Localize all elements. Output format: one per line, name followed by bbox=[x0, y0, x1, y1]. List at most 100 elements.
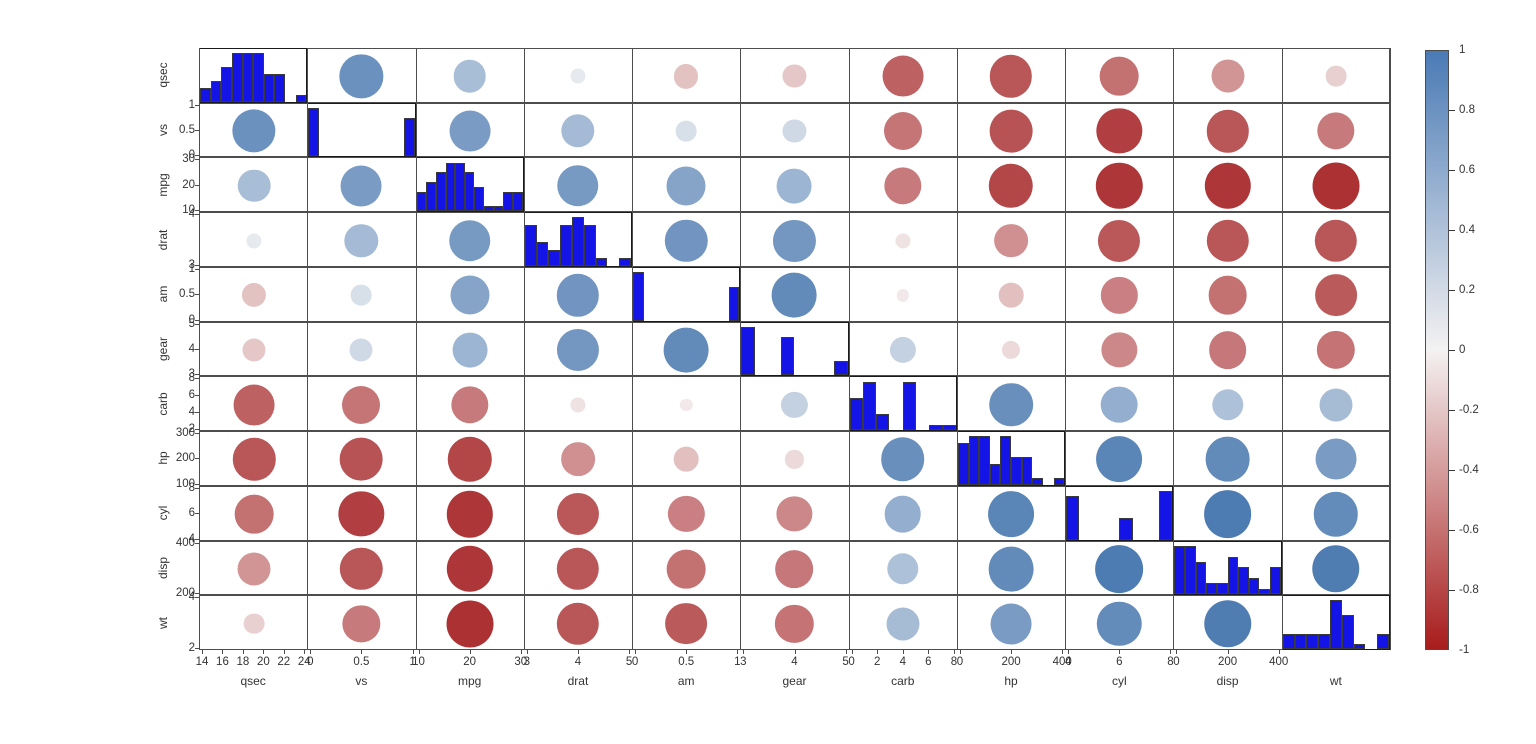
x-tick-mark bbox=[928, 650, 929, 654]
colorbar-tick-mark bbox=[1449, 350, 1455, 351]
correlation-bubble bbox=[665, 602, 708, 645]
correlation-cell-mpg-vs bbox=[307, 157, 416, 213]
correlation-cell-cyl-drat bbox=[523, 485, 633, 541]
x-axis-label-mpg: mpg bbox=[458, 674, 482, 688]
histogram-bar bbox=[548, 249, 561, 266]
x-tick-label: 400 bbox=[1269, 656, 1289, 668]
x-tick-mark bbox=[960, 650, 961, 654]
colorbar-tick-mark bbox=[1449, 590, 1455, 591]
x-tick-mark bbox=[361, 650, 362, 654]
histogram-bar bbox=[200, 87, 211, 102]
correlation-bubble bbox=[1203, 490, 1252, 539]
correlation-cell-vs-qsec bbox=[199, 102, 308, 158]
x-tick-mark bbox=[521, 650, 522, 654]
correlation-bubble bbox=[887, 553, 919, 585]
y-tick-mark bbox=[195, 412, 199, 413]
histogram-bars bbox=[957, 432, 1065, 485]
correlation-bubble bbox=[1208, 275, 1247, 315]
histogram-bar bbox=[416, 191, 427, 212]
correlation-bubble bbox=[882, 55, 924, 97]
correlation-bubble bbox=[884, 167, 922, 205]
colorbar-tick-mark bbox=[1449, 230, 1455, 231]
correlation-bubble bbox=[246, 232, 262, 249]
y-tick-mark bbox=[195, 513, 199, 514]
y-tick-label: 5 bbox=[188, 317, 195, 330]
y-tick-mark bbox=[195, 374, 199, 375]
histogram-bar bbox=[1329, 600, 1342, 649]
correlation-bubble bbox=[776, 496, 813, 532]
histogram-bars bbox=[1282, 596, 1389, 649]
correlation-cell-mpg-cyl bbox=[1065, 157, 1174, 213]
colorbar-tick-label: 0 bbox=[1459, 344, 1466, 356]
correlation-bubble bbox=[777, 168, 812, 204]
correlation-cell-cyl-mpg bbox=[415, 485, 524, 541]
correlation-bubble bbox=[338, 491, 385, 537]
y-tick-label: 2 bbox=[188, 642, 195, 654]
y-tick-label: 10 bbox=[182, 204, 195, 217]
x-tick-label: 6 bbox=[925, 656, 932, 668]
correlation-cell-disp-am bbox=[632, 540, 741, 596]
y-tick-label: 400 bbox=[175, 536, 195, 549]
histogram-bar bbox=[1053, 477, 1065, 485]
correlation-cell-gear-vs bbox=[307, 321, 416, 377]
correlation-cell-disp-mpg bbox=[415, 540, 524, 596]
correlation-bubble bbox=[781, 391, 808, 418]
x-tick-label: 0.5 bbox=[353, 656, 370, 668]
x-tick-label: 0 bbox=[307, 656, 314, 668]
correlation-bubble bbox=[663, 327, 709, 373]
correlation-bubble bbox=[449, 110, 491, 152]
y-tick-mark bbox=[195, 429, 199, 430]
x-tick-mark bbox=[578, 650, 579, 654]
column-separator bbox=[1390, 48, 1391, 650]
x-tick-label: 400 bbox=[1052, 656, 1072, 668]
correlation-cell-gear-mpg bbox=[415, 321, 524, 377]
histogram-bar bbox=[253, 53, 264, 102]
y-tick-label: 20 bbox=[182, 178, 195, 191]
y-tick-label: 8 bbox=[188, 372, 195, 385]
histogram-bar bbox=[295, 94, 307, 102]
colorbar-legend: 1 0.8 0.6 0.4 0.2 0 -0.2 -0.4 -0.6 -0.8 -1 bbox=[1425, 44, 1525, 656]
correlation-bubble bbox=[242, 338, 266, 362]
correlation-bubble bbox=[886, 607, 920, 641]
correlation-cell-cyl-hp bbox=[956, 485, 1066, 541]
x-tick-mark bbox=[686, 650, 687, 654]
histogram-bar bbox=[1353, 644, 1366, 649]
y-tick-mark bbox=[195, 593, 199, 594]
correlation-cell-qsec-gear bbox=[740, 48, 849, 103]
correlation-bubble bbox=[1211, 389, 1244, 421]
histogram-bar bbox=[1318, 634, 1330, 649]
column-separator bbox=[849, 48, 850, 650]
correlation-bubble bbox=[1099, 57, 1139, 96]
x-tick-label: 4 bbox=[1064, 656, 1072, 668]
x-axis-label-carb: carb bbox=[891, 674, 915, 688]
y-tick-mark bbox=[195, 105, 199, 106]
x-tick-mark bbox=[903, 650, 904, 654]
histogram-bar bbox=[1259, 588, 1271, 595]
histogram-bar bbox=[1282, 634, 1295, 649]
histogram-bar bbox=[862, 381, 877, 431]
histogram-bar bbox=[513, 191, 523, 212]
x-axis-label-wt: wt bbox=[1329, 674, 1342, 688]
correlation-cell-drat-am bbox=[632, 212, 741, 267]
y-tick-label: 0 bbox=[188, 149, 195, 162]
correlation-bubble bbox=[1203, 599, 1252, 648]
correlation-cell-gear-disp bbox=[1173, 321, 1282, 377]
colorbar-tick-label: -1 bbox=[1459, 644, 1470, 656]
colorbar-tick-label: 1 bbox=[1459, 44, 1466, 56]
x-tick-mark bbox=[1068, 650, 1069, 654]
x-tick-label: 0 bbox=[848, 656, 855, 668]
y-tick-label: 8 bbox=[188, 481, 195, 494]
y-tick-mark bbox=[195, 539, 199, 540]
correlation-bubble bbox=[232, 438, 276, 481]
y-tick-label: 200 bbox=[175, 452, 195, 465]
correlation-cell-vs-hp bbox=[956, 102, 1066, 158]
colorbar-tick-mark bbox=[1449, 110, 1455, 111]
correlation-bubble bbox=[561, 442, 595, 477]
x-tick-mark bbox=[1062, 650, 1063, 654]
x-tick-mark bbox=[1011, 650, 1012, 654]
x-tick-mark bbox=[1176, 650, 1177, 654]
correlation-cell-am-gear bbox=[740, 266, 849, 322]
x-tick-mark bbox=[470, 650, 471, 654]
correlation-cell-vs-disp bbox=[1173, 102, 1282, 158]
histogram-bars bbox=[633, 268, 740, 321]
